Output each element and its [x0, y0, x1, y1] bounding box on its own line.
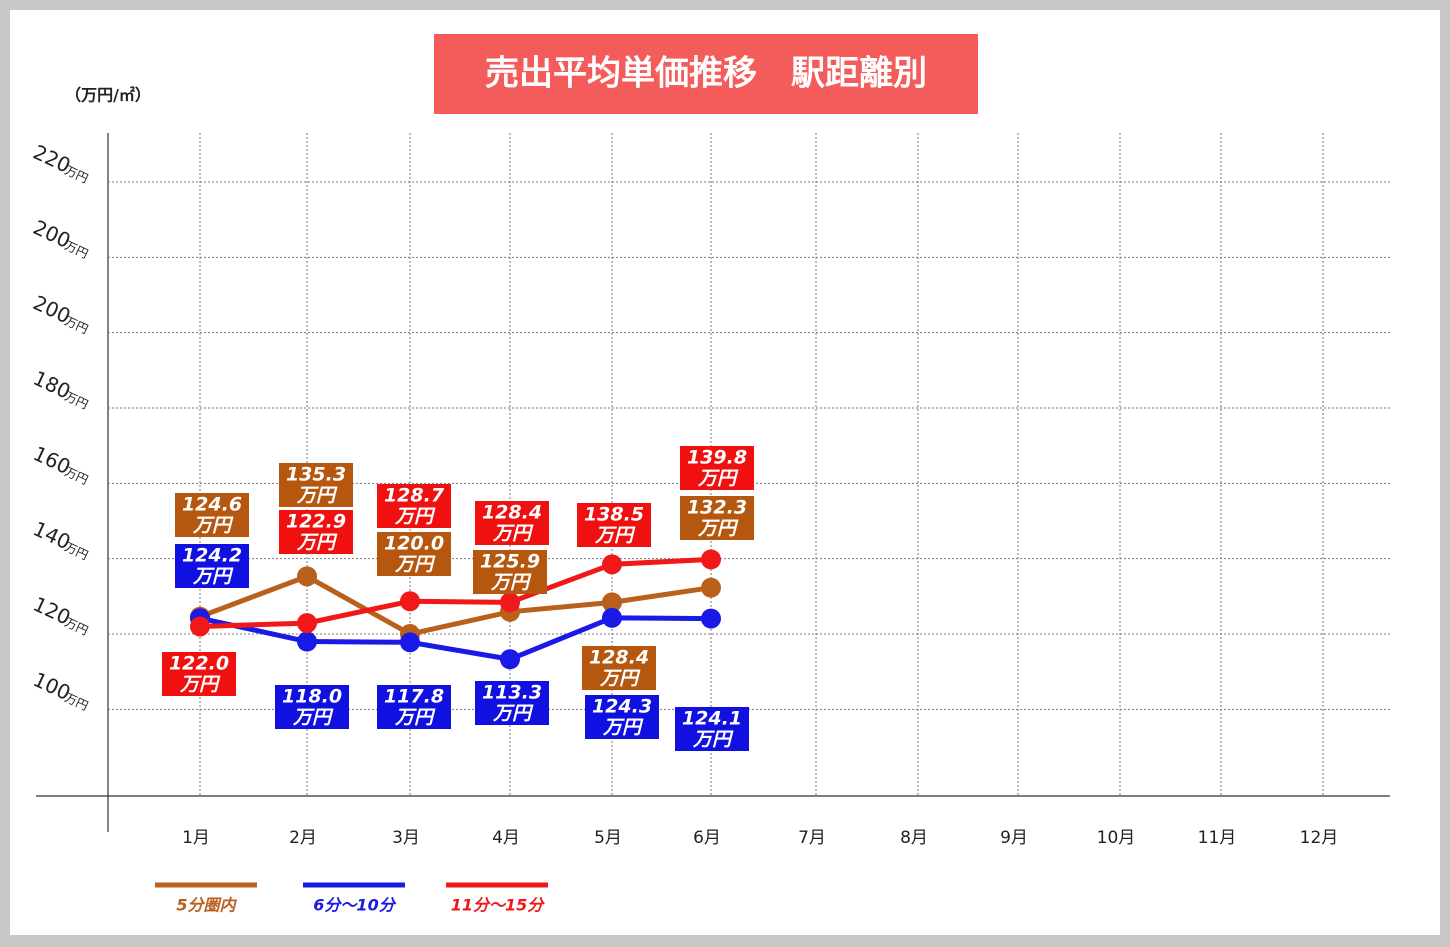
- label-box: [279, 510, 353, 554]
- point: [297, 631, 317, 652]
- label-box: [582, 646, 656, 690]
- data-label: 120.0: [384, 533, 444, 555]
- data-label-unit: 万円: [192, 515, 234, 537]
- data-label-unit: 万円: [394, 506, 436, 528]
- data-label-unit: 万円: [697, 468, 739, 490]
- series-line: [199, 556, 712, 629]
- x-tick-label: 12月: [1300, 828, 1339, 848]
- point: [701, 549, 721, 570]
- y-axis-label: （万円/㎡）: [65, 86, 151, 105]
- data-label: 124.2: [182, 545, 242, 567]
- data-label: 122.0: [169, 653, 229, 675]
- label-box: [680, 446, 754, 490]
- point: [400, 591, 420, 612]
- point: [500, 592, 520, 613]
- data-label: 113.3: [482, 682, 542, 704]
- data-label: 122.9: [286, 511, 346, 533]
- label-box: [475, 681, 549, 725]
- data-label-unit: 万円: [490, 572, 532, 594]
- point: [701, 577, 721, 598]
- label-box: [473, 550, 547, 594]
- data-label-unit: 万円: [192, 566, 234, 588]
- data-label-unit: 万円: [292, 707, 334, 729]
- data-label: 124.6: [182, 494, 242, 516]
- x-tick-label: 5月: [594, 828, 622, 848]
- data-label: 118.0: [282, 686, 342, 708]
- label-box: [475, 501, 549, 545]
- data-label-unit: 万円: [179, 674, 221, 696]
- label-box: [680, 496, 754, 540]
- point: [500, 649, 520, 670]
- x-tick-label: 4月: [492, 828, 520, 848]
- x-tick-label: 8月: [900, 828, 928, 848]
- data-label-unit: 万円: [697, 518, 739, 540]
- x-tick-label: 7月: [798, 828, 826, 848]
- point: [190, 616, 210, 637]
- data-label: 135.3: [286, 464, 346, 486]
- point: [602, 592, 622, 613]
- x-tick-label: 11月: [1198, 828, 1237, 848]
- label-box: [175, 544, 249, 588]
- data-label-unit: 万円: [602, 717, 644, 739]
- data-label: 125.9: [480, 551, 540, 573]
- legend-label: 11分～15分: [451, 896, 546, 915]
- data-label: 139.8: [687, 447, 747, 469]
- data-label: 128.4: [589, 647, 649, 669]
- point: [602, 607, 622, 628]
- x-tick-label: 2月: [289, 828, 317, 848]
- data-label: 128.4: [482, 502, 542, 524]
- data-label-unit: 万円: [692, 729, 734, 751]
- label-box: [275, 685, 349, 729]
- title-box: [434, 34, 978, 114]
- label-box: [675, 707, 749, 751]
- label-box: [162, 652, 236, 696]
- data-label-unit: 万円: [594, 525, 636, 547]
- point: [297, 613, 317, 634]
- series-line: [199, 573, 712, 637]
- data-label-unit: 万円: [492, 703, 534, 725]
- x-tick-label: 9月: [1000, 828, 1028, 848]
- label-box: [377, 484, 451, 528]
- series-line: [199, 615, 712, 662]
- x-tick-label: 10月: [1097, 828, 1136, 848]
- label-box: [577, 503, 651, 547]
- legend-label: 6分～10分: [313, 896, 396, 915]
- x-tick-label: 6月: [693, 828, 721, 848]
- label-box: [377, 532, 451, 576]
- data-label: 124.1: [682, 708, 742, 730]
- label-box: [377, 685, 451, 729]
- x-tick-label: 1月: [182, 828, 210, 848]
- label-box: [585, 695, 659, 739]
- data-label: 128.7: [384, 485, 445, 507]
- chart-title: 売出平均単価推移 駅距離別: [485, 54, 927, 94]
- data-label-unit: 万円: [394, 707, 436, 729]
- data-label-unit: 万円: [394, 554, 436, 576]
- data-label-unit: 万円: [599, 668, 641, 690]
- data-label: 117.8: [384, 686, 444, 708]
- point: [602, 554, 622, 575]
- data-label: 132.3: [687, 497, 747, 519]
- data-label-unit: 万円: [492, 523, 534, 545]
- label-box: [279, 463, 353, 507]
- point: [701, 608, 721, 629]
- legend-label: 5分圏内: [176, 896, 237, 915]
- data-label-unit: 万円: [296, 485, 338, 507]
- x-tick-label: 3月: [392, 828, 420, 848]
- data-label-unit: 万円: [296, 532, 338, 554]
- point: [297, 566, 317, 587]
- data-label: 124.3: [592, 696, 652, 718]
- data-label: 138.5: [584, 504, 644, 526]
- point: [400, 632, 420, 653]
- label-box: [175, 493, 249, 537]
